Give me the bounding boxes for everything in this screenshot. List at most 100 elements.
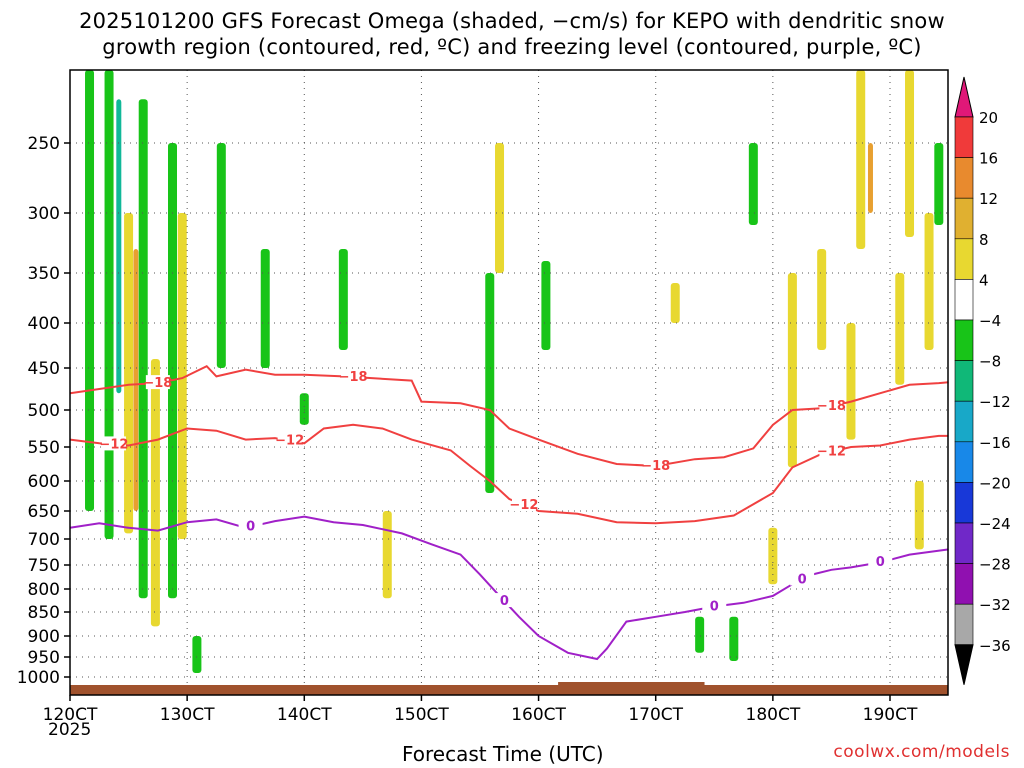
omega-cell xyxy=(260,249,270,368)
x-year-label: 2025 xyxy=(48,720,92,740)
omega-shading xyxy=(85,70,944,673)
omega-cell xyxy=(216,143,226,368)
y-axis: 250 300 350 400 450 500 550 600 650 700 750 800 850 9… xyxy=(17,134,70,688)
chart-title-line2: growth region (contoured, red, ºC) and f… xyxy=(102,35,922,59)
omega-cell xyxy=(104,70,114,539)
x-tick-label: 170CT xyxy=(628,705,683,725)
omega-cell xyxy=(299,393,309,425)
colorbar-swatch xyxy=(954,319,974,361)
omega-cell xyxy=(124,213,134,534)
contour-label: −18 xyxy=(143,376,172,391)
omega-cell xyxy=(168,143,177,599)
x-axis: 120CT 130CT 140CT 150CT 160CT 170CT 180CT 190CT xyxy=(43,695,918,725)
omega-cell xyxy=(670,283,680,323)
contour-label: −18 xyxy=(641,459,670,474)
omega-cell xyxy=(382,511,392,599)
omega-cell xyxy=(895,273,905,385)
x-tick-label: 150CT xyxy=(394,705,449,725)
x-tick-label: 120CT xyxy=(43,705,98,725)
omega-cell xyxy=(695,616,705,653)
y-tick-label: 500 xyxy=(28,401,60,421)
colorbar-label: −28 xyxy=(979,556,1011,574)
contour-label-bg xyxy=(643,458,668,473)
contour-label: −12 xyxy=(99,437,128,452)
contour-label: 0 xyxy=(798,572,807,587)
colorbar-label: −12 xyxy=(979,393,1011,411)
contour-label-bg xyxy=(702,598,727,613)
y-tick-label: 850 xyxy=(28,603,60,623)
contour-label-bg xyxy=(101,436,126,451)
contour-label: −12 xyxy=(817,445,846,460)
omega-cell xyxy=(150,359,160,627)
omega-cell xyxy=(116,99,122,394)
omega-cell xyxy=(905,70,915,237)
y-tick-label: 250 xyxy=(28,134,60,154)
x-tick-label: 130CT xyxy=(160,705,215,725)
colorbar-label: 12 xyxy=(979,190,998,208)
colorbar: 20 16 12 8 4 −4 −8 −12 −16 −20 −24 −28 −32 −36 xyxy=(954,76,1011,685)
colorbar-label: −8 xyxy=(979,353,1001,371)
colorbar-label: 20 xyxy=(979,109,998,127)
omega-cell xyxy=(934,143,944,225)
x-tick-label: 140CT xyxy=(277,705,332,725)
contour-label: 0 xyxy=(500,594,509,609)
y-tick-label: 600 xyxy=(28,472,60,492)
colorbar-label: −4 xyxy=(979,312,1001,330)
grid xyxy=(69,70,948,695)
omega-cell xyxy=(846,323,856,440)
colorbar-label: 16 xyxy=(979,150,998,168)
colorbar-swatch xyxy=(954,482,974,524)
contour-label: −18 xyxy=(817,399,846,414)
omega-cell xyxy=(856,70,866,249)
colorbar-label: 4 xyxy=(979,271,989,289)
omega-cell xyxy=(867,143,873,213)
chart-title: 2025101200 GFS Forecast Omega (shaded, −… xyxy=(0,8,1024,60)
colorbar-label: −16 xyxy=(979,434,1011,452)
contour-label: 0 xyxy=(246,520,255,535)
omega-cell xyxy=(541,261,551,350)
y-tick-label: 950 xyxy=(28,648,60,668)
colorbar-swatch xyxy=(954,360,974,402)
colorbar-label: −24 xyxy=(979,515,1011,533)
colorbar-swatch xyxy=(954,563,974,605)
colorbar-top-arrow xyxy=(954,76,974,118)
colorbar-label: −20 xyxy=(979,474,1011,492)
omega-cell xyxy=(729,616,739,661)
contour-label-bg xyxy=(277,432,302,447)
omega-cell xyxy=(495,143,505,273)
y-tick-label: 750 xyxy=(28,556,60,576)
omega-cell xyxy=(177,213,187,539)
colorbar-swatch xyxy=(954,400,974,443)
colorbar-label: 8 xyxy=(979,231,989,249)
y-tick-label: 800 xyxy=(28,580,60,600)
colorbar-swatch xyxy=(954,279,974,321)
omega-cell xyxy=(338,249,348,350)
contour-label: −18 xyxy=(339,370,368,385)
contour-label: 0 xyxy=(876,555,885,570)
contour-label-bg xyxy=(145,375,170,390)
omega-cell xyxy=(85,70,95,511)
y-tick-label: 650 xyxy=(28,502,60,522)
omega-cell xyxy=(138,99,148,599)
x-tick-label: 180CT xyxy=(746,705,801,725)
x-tick-label: 190CT xyxy=(863,705,918,725)
omega-cell xyxy=(748,143,758,225)
colorbar-swatch xyxy=(954,441,974,483)
contour-label-bg xyxy=(238,518,263,533)
contour-label: −12 xyxy=(509,498,538,513)
colorbar-label: −36 xyxy=(979,637,1011,655)
y-tick-label: 550 xyxy=(28,438,60,458)
x-axis-title: Forecast Time (UTC) xyxy=(402,742,604,766)
contours: −18 −18 −18 −18 −12 −12 −12 −12 0 0 0 0 0 xyxy=(69,364,949,661)
omega-cell xyxy=(914,481,924,550)
colorbar-swatch xyxy=(954,522,974,564)
plot-area xyxy=(70,70,948,695)
plot-border xyxy=(69,69,949,696)
omega-cell xyxy=(817,249,827,350)
omega-cell xyxy=(787,273,797,468)
credit-link[interactable]: coolwx.com/models xyxy=(833,742,1010,762)
contour-label-bg xyxy=(790,571,815,586)
y-tick-label: 900 xyxy=(28,627,60,647)
colorbar-swatch xyxy=(954,157,974,199)
